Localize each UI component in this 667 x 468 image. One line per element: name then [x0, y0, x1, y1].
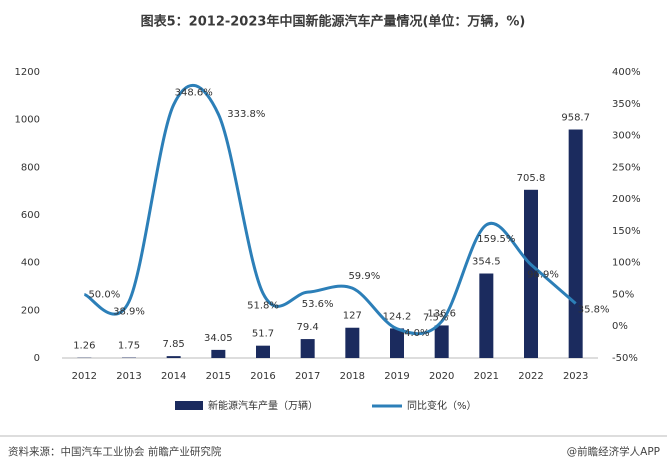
y2-tick-label: 250% [612, 162, 641, 173]
x-tick-label: 2020 [429, 371, 454, 382]
credit: @前瞻经济学人APP [567, 445, 660, 458]
bar-value-label: 354.5 [472, 257, 501, 268]
x-tick-label: 2023 [563, 371, 588, 382]
chart-title: 图表5：2012-2023年中国新能源汽车产量情况(单位：万辆，%) [141, 14, 526, 30]
bar-value-label: 34.05 [204, 333, 233, 344]
y2-tick-label: 50% [612, 289, 634, 300]
y-tick-label: 200 [21, 305, 40, 316]
line [83, 83, 577, 336]
x-tick-label: 2016 [250, 371, 275, 382]
bar-value-label: 51.7 [252, 329, 274, 340]
y-tick-label: 800 [21, 162, 40, 173]
bar [524, 189, 538, 358]
bar [434, 325, 449, 358]
bar [568, 129, 583, 358]
line-value-label: 35.8% [578, 304, 610, 315]
legend-swatch [175, 401, 203, 410]
y2-tick-label: -50% [612, 353, 638, 364]
line-value-label: 59.9% [348, 271, 380, 282]
bar [166, 356, 181, 358]
y2-tick-label: 400% [612, 67, 641, 78]
bar-value-label: 136.6 [427, 308, 456, 319]
y-tick-label: 1200 [15, 67, 40, 78]
x-tick-label: 2017 [295, 371, 320, 382]
y2-tick-label: 200% [612, 194, 641, 205]
line-value-label: 7.5% [423, 312, 448, 323]
line-value-label: 38.9% [113, 306, 145, 317]
x-tick-label: 2014 [161, 371, 186, 382]
line-value-label: 51.8% [247, 300, 279, 311]
legend-label: 新能源汽车产量（万辆） [208, 399, 318, 412]
y-tick-label: 400 [21, 258, 40, 269]
bar [300, 339, 315, 358]
x-tick-label: 2021 [474, 371, 499, 382]
bar-value-label: 958.7 [561, 113, 590, 124]
source: 资料来源：中国汽车工业协会 前瞻产业研究院 [8, 445, 222, 458]
bar-value-label: 7.85 [163, 339, 185, 350]
bar [390, 328, 404, 358]
line-value-label: 348.6% [175, 88, 213, 99]
line-value-label: 159.5% [477, 234, 515, 245]
y2-tick-label: 350% [612, 99, 641, 110]
x-tick-label: 2012 [72, 371, 97, 382]
line-value-label: 333.8% [227, 109, 265, 120]
bar-value-label: 127 [343, 311, 362, 322]
y-tick-label: 600 [21, 210, 40, 221]
y2-tick-label: 300% [612, 131, 641, 142]
line-value-label: 96.9% [527, 270, 559, 281]
y2-tick-label: 150% [612, 226, 641, 237]
line-value-label: -4.0% [400, 328, 429, 339]
x-tick-label: 2018 [340, 371, 365, 382]
y-tick-label: 1000 [15, 115, 40, 126]
bar-value-label: 1.75 [118, 341, 140, 352]
x-tick-label: 2015 [206, 371, 231, 382]
bar [256, 345, 270, 358]
line-value-label: 50.0% [88, 289, 120, 300]
bar-value-label: 1.26 [73, 341, 95, 352]
bar [345, 327, 360, 358]
bar-value-label: 124.2 [383, 311, 412, 322]
x-tick-label: 2022 [518, 371, 543, 382]
bar [479, 273, 494, 358]
y2-tick-label: 100% [612, 258, 641, 269]
bar-value-label: 79.4 [297, 322, 319, 333]
line-value-label: 53.6% [302, 299, 334, 310]
y-tick-label: 0 [34, 353, 40, 364]
bar [211, 349, 226, 358]
bar-value-label: 705.8 [517, 173, 546, 184]
legend-label: 同比变化（%） [407, 399, 477, 412]
x-tick-label: 2019 [384, 371, 409, 382]
x-tick-label: 2013 [116, 371, 141, 382]
y2-tick-label: 0% [612, 321, 628, 332]
